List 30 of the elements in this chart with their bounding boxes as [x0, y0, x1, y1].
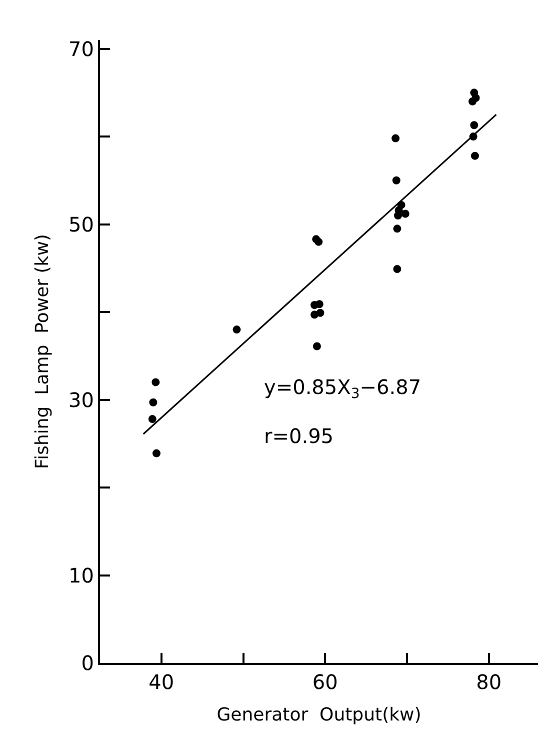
point: [468, 97, 476, 106]
point: [393, 224, 402, 233]
x-tick-label: 40: [148, 670, 174, 694]
y-tick-label: 10: [68, 563, 94, 588]
point: [312, 342, 321, 350]
point: [401, 210, 410, 218]
y-tick-label: 0: [81, 651, 94, 675]
point: [152, 378, 160, 386]
y-axis-title: Fishing Lamp Power (kw): [32, 234, 54, 469]
point: [470, 152, 479, 160]
annotation: r=0.95: [264, 424, 334, 448]
point: [310, 310, 318, 319]
point: [148, 415, 156, 424]
y-tick-label: 30: [68, 388, 94, 412]
point: [392, 176, 400, 184]
y-tick-label: 70: [68, 36, 94, 61]
point: [149, 398, 158, 406]
point: [470, 121, 478, 130]
x-axis-title: Generator Output(kw): [216, 704, 422, 726]
point: [392, 134, 400, 142]
point: [232, 326, 241, 334]
point: [394, 211, 402, 220]
x-tick-label: 60: [312, 670, 338, 694]
point: [152, 449, 160, 458]
point: [393, 265, 402, 274]
annotation: y=0.85X$_{3}$−6.87: [264, 375, 422, 402]
point: [315, 300, 324, 308]
point: [314, 238, 323, 246]
x-tick-label: 80: [476, 670, 502, 694]
y-tick-label: 50: [68, 212, 94, 236]
